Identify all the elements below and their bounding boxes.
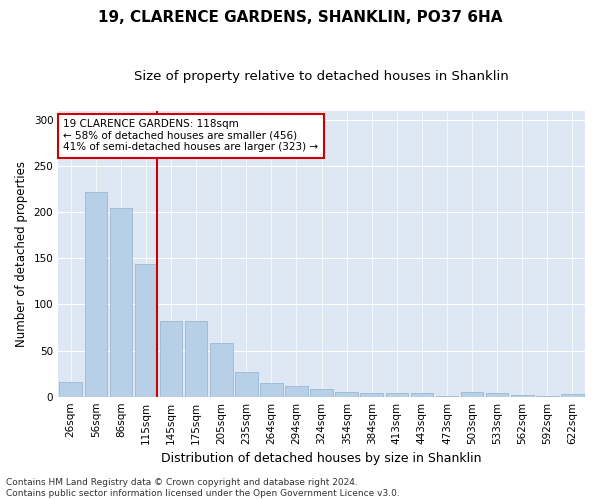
Bar — [235, 372, 257, 396]
Title: Size of property relative to detached houses in Shanklin: Size of property relative to detached ho… — [134, 70, 509, 83]
Bar — [361, 393, 383, 396]
Bar — [260, 383, 283, 396]
Text: Contains HM Land Registry data © Crown copyright and database right 2024.
Contai: Contains HM Land Registry data © Crown c… — [6, 478, 400, 498]
Bar — [134, 264, 157, 396]
Bar — [110, 208, 132, 396]
Bar — [386, 393, 408, 396]
Bar — [335, 392, 358, 396]
Bar — [310, 390, 333, 396]
Bar — [185, 321, 208, 396]
Bar — [85, 192, 107, 396]
Bar — [210, 343, 233, 396]
Text: 19 CLARENCE GARDENS: 118sqm
← 58% of detached houses are smaller (456)
41% of se: 19 CLARENCE GARDENS: 118sqm ← 58% of det… — [64, 119, 319, 152]
Text: 19, CLARENCE GARDENS, SHANKLIN, PO37 6HA: 19, CLARENCE GARDENS, SHANKLIN, PO37 6HA — [98, 10, 502, 25]
Y-axis label: Number of detached properties: Number of detached properties — [15, 160, 28, 346]
Bar — [410, 393, 433, 396]
Bar — [561, 394, 584, 396]
Bar — [461, 392, 484, 396]
Bar — [285, 386, 308, 396]
X-axis label: Distribution of detached houses by size in Shanklin: Distribution of detached houses by size … — [161, 452, 482, 465]
Bar — [160, 321, 182, 396]
Bar — [511, 395, 533, 396]
Bar — [59, 382, 82, 396]
Bar — [486, 393, 508, 396]
